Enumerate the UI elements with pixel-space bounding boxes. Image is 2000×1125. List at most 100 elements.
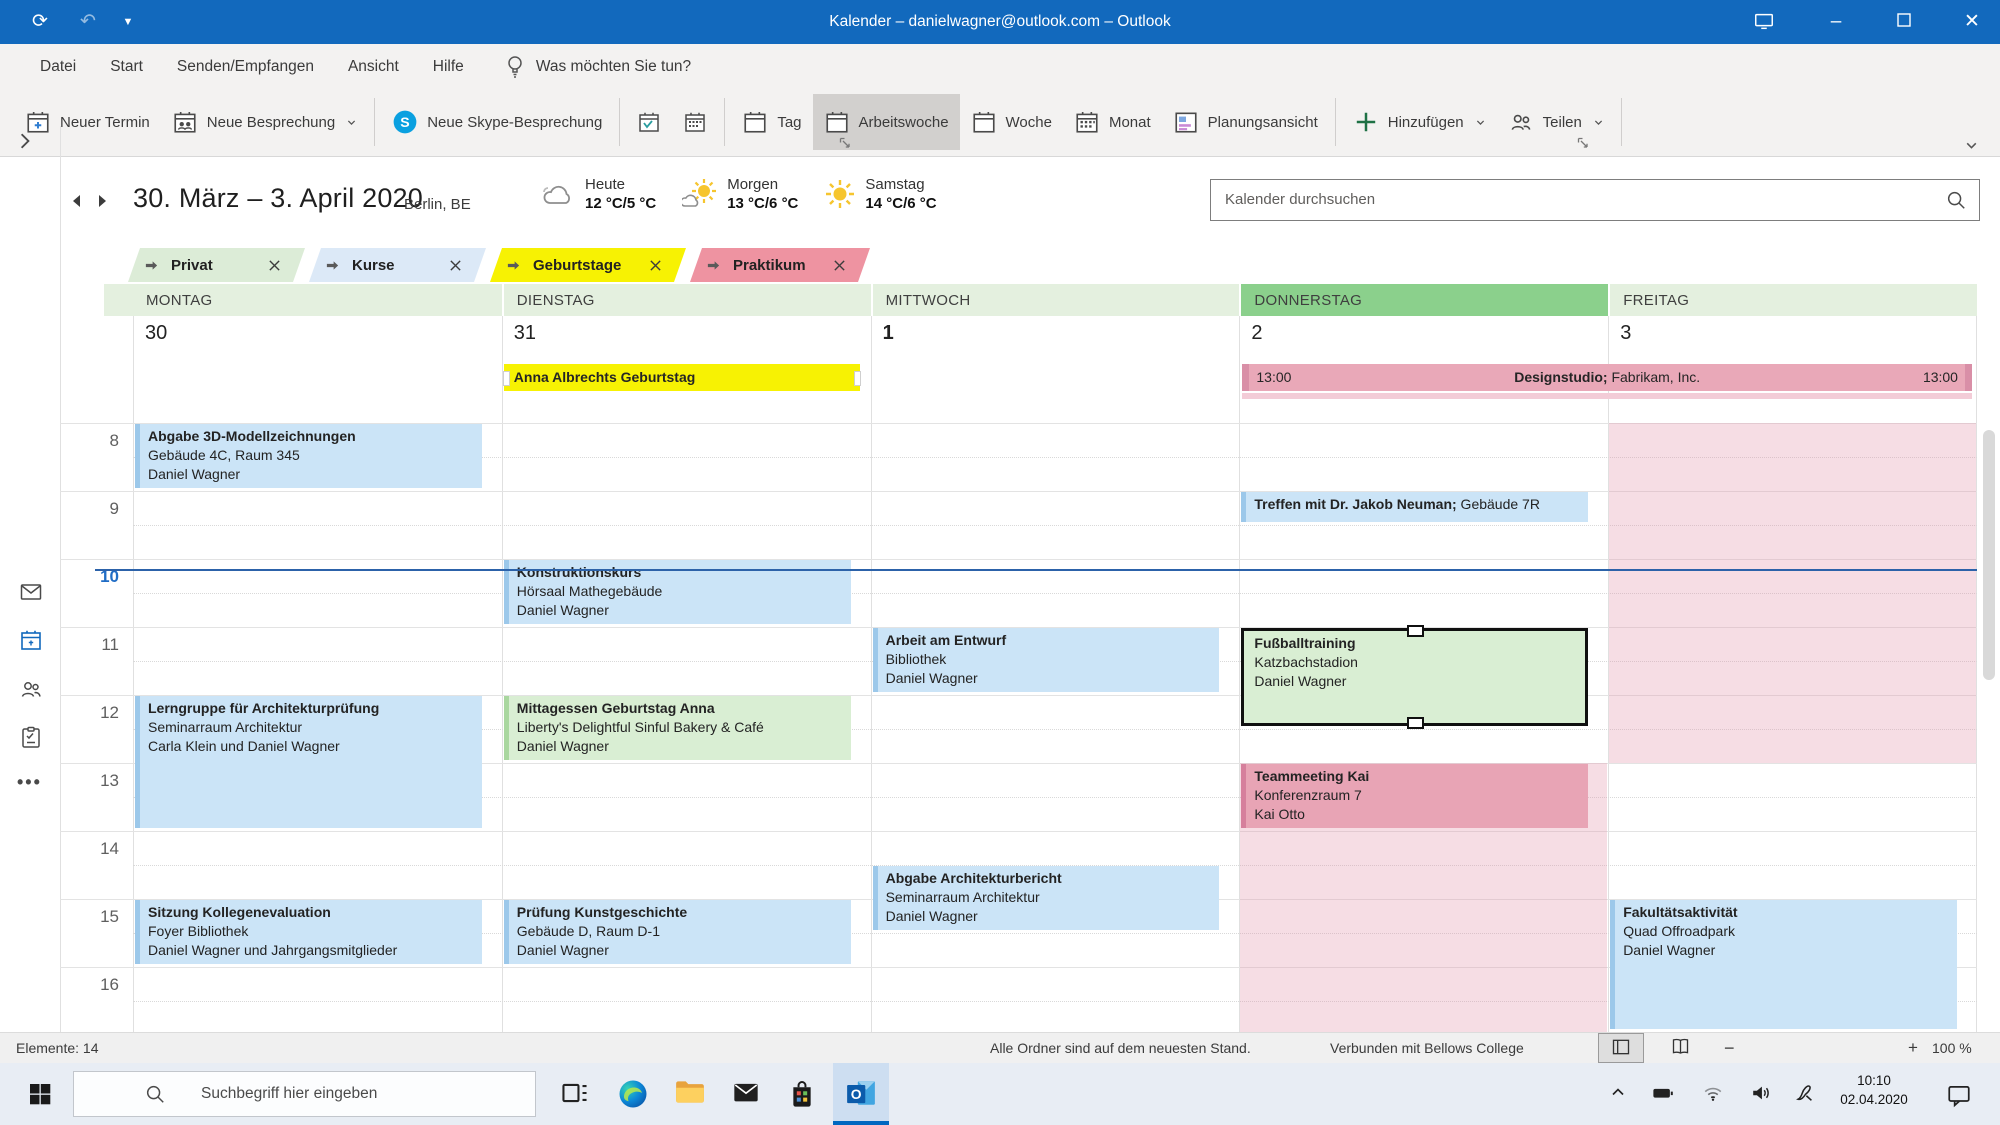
windows-start-icon[interactable]	[28, 1082, 52, 1111]
weather-morgen[interactable]: Morgen 13 °C/6 °C	[680, 176, 798, 212]
calendar-tab-close-icon[interactable]	[649, 259, 662, 272]
ribbon-collapse-icon[interactable]	[1964, 138, 1979, 158]
calendar-event[interactable]: Arbeit am Entwurf Bibliothek Daniel Wagner	[872, 628, 1220, 692]
previous-week-icon[interactable]	[70, 194, 82, 213]
day-header-donnerstag[interactable]: DONNERSTAG	[1239, 284, 1609, 316]
calendar-event[interactable]: Fakultätsaktivität Quad Offroadpark Daniel…	[1610, 900, 1957, 1029]
taskbar-app-edge-icon[interactable]	[617, 1078, 649, 1110]
tray-wifi-icon[interactable]	[1701, 1082, 1725, 1106]
grid-hour-line	[60, 695, 1977, 696]
ribbon-button-teilen[interactable]: Teilen	[1497, 94, 1615, 150]
rail-item-people[interactable]	[19, 677, 43, 701]
allday-event-designstudio[interactable]: 13:00 Designstudio; Fabrikam, Inc. 13:00	[1242, 364, 1972, 391]
calendar-event[interactable]: Sitzung Kollegenevaluation Foyer Biblioth…	[135, 900, 482, 964]
banner-handle[interactable]	[502, 371, 510, 386]
tray-tray-chevron-icon[interactable]	[1608, 1082, 1632, 1106]
calendar-event[interactable]: Treffen mit Dr. Jakob Neuman; Gebäude 7R	[1241, 492, 1589, 522]
calendar-event[interactable]: Prüfung Kunstgeschichte Gebäude D, Raum D…	[503, 900, 851, 964]
calendar-event[interactable]: Fußballtraining Katzbachstadion Daniel Wag…	[1241, 625, 1589, 729]
ribbon-button-planungsansicht[interactable]: Planungsansicht	[1162, 94, 1329, 150]
calendar-tab-geburtstage[interactable]: Geburtstage	[490, 248, 686, 282]
close-button[interactable]: ✕	[1964, 11, 1980, 32]
day-header-dienstag[interactable]: DIENSTAG	[501, 284, 871, 316]
rail-item-mail[interactable]	[19, 580, 43, 604]
tellme-box[interactable]: Was möchten Sie tun?	[504, 54, 691, 80]
ribbon-button-arbeitswoche[interactable]: Arbeitswoche	[812, 94, 960, 150]
ribbon-button-neuer-termin[interactable]: Neuer Termin	[14, 94, 161, 150]
dialog-launcher-icon[interactable]	[1576, 136, 1590, 155]
menu-item-datei[interactable]: Datei	[40, 58, 77, 75]
calendar-tab-praktikum[interactable]: Praktikum	[690, 248, 870, 282]
banner-continuation	[1242, 393, 1972, 399]
undo-icon[interactable]: ↶	[80, 11, 96, 32]
presentation-icon[interactable]	[1752, 10, 1776, 34]
ribbon-button-calendar-week7[interactable]	[672, 94, 718, 150]
reading-view-button[interactable]	[1660, 1033, 1700, 1063]
maximize-button[interactable]	[1892, 10, 1916, 34]
taskbar-app-store-icon[interactable]	[788, 1078, 820, 1110]
grid-scrollbar[interactable]	[1983, 430, 1995, 680]
dialog-launcher-icon[interactable]	[838, 136, 852, 155]
sync-icon[interactable]: ⟳	[32, 11, 48, 32]
event-resize-handle-top[interactable]	[1406, 625, 1424, 637]
toolbar-options-icon[interactable]: ▼	[122, 16, 134, 28]
weather-samstag[interactable]: Samstag 14 °C/6 °C	[824, 176, 937, 212]
menu-item-start[interactable]: Start	[110, 58, 143, 75]
ribbon-button-neue-skype-besprechung[interactable]: S Neue Skype-Besprechung	[381, 94, 613, 150]
menu-item-ansicht[interactable]: Ansicht	[347, 58, 399, 75]
menu-item-sendenempfangen[interactable]: Senden/Empfangen	[176, 58, 314, 75]
calendar-event[interactable]: Lerngruppe für Architekturprüfung Seminar…	[135, 696, 482, 828]
day-header-freitag[interactable]: FREITAG	[1608, 284, 1977, 316]
ribbon-button-calendar-today[interactable]	[626, 94, 672, 150]
taskbar-search-input[interactable]: Suchbegriff hier eingeben	[73, 1071, 536, 1117]
rail-item-more[interactable]: •••	[17, 772, 42, 792]
tray-battery-icon[interactable]	[1650, 1082, 1674, 1106]
ribbon-button-hinzuf-gen[interactable]: Hinzufügen	[1342, 94, 1497, 150]
weather-heute[interactable]: Heute 12 °C/5 °C	[540, 176, 656, 212]
minimize-button[interactable]: –	[1830, 11, 1842, 32]
search-icon[interactable]	[1945, 189, 1967, 216]
zoom-level[interactable]: 100 %	[1932, 1040, 1972, 1056]
next-week-icon[interactable]	[97, 194, 109, 213]
zoom-in-button[interactable]: +	[1908, 1038, 1918, 1057]
taskbar-app-task-view-icon[interactable]	[560, 1078, 592, 1110]
calendar-tab-close-icon[interactable]	[268, 259, 281, 272]
ribbon-button-woche[interactable]: Woche	[960, 94, 1063, 150]
calendar-tab-close-icon[interactable]	[833, 259, 846, 272]
ribbon-button-monat[interactable]: Monat	[1063, 94, 1162, 150]
date-range-title[interactable]: 30. März – 3. April 2020	[133, 183, 423, 213]
taskbar-app-mail-icon[interactable]	[731, 1078, 763, 1110]
rail-item-tasks[interactable]	[19, 725, 43, 749]
calendar-tab-kurse[interactable]: Kurse	[309, 248, 486, 282]
calendar-event[interactable]: Abgabe Architekturbericht Seminarraum Arc…	[872, 866, 1220, 930]
tray-volume-icon[interactable]	[1748, 1082, 1772, 1106]
zoom-out-button[interactable]: −	[1724, 1038, 1735, 1058]
ribbon-button-tag[interactable]: Tag	[731, 94, 812, 150]
calendar-search-input[interactable]: Kalender durchsuchen	[1210, 179, 1980, 221]
ribbon-button-neue-besprechung[interactable]: Neue Besprechung	[161, 94, 368, 150]
menu-item-hilfe[interactable]: Hilfe	[432, 58, 464, 75]
taskbar-app-outlook-icon[interactable]: O	[845, 1078, 877, 1110]
calendar-tab-privat[interactable]: Privat	[128, 248, 305, 282]
skype-icon: S	[392, 109, 418, 135]
banner-handle[interactable]	[853, 371, 861, 386]
ribbon: Neuer Termin Neue Besprechung S Neue Skype-…	[14, 92, 1628, 152]
calendar-tab-close-icon[interactable]	[449, 259, 462, 272]
day-header-mittwoch[interactable]: MITTWOCH	[870, 284, 1240, 316]
calendar-event[interactable]: Abgabe 3D-Modellzeichnungen Gebäude 4C, R…	[135, 424, 482, 488]
taskbar-app-file-explorer-icon[interactable]	[674, 1078, 706, 1110]
taskbar-clock[interactable]: 10:10 02.04.2020	[1824, 1071, 1924, 1109]
calendar-event[interactable]: Mittagessen Geburtstag Anna Liberty's Del…	[503, 696, 851, 760]
event-resize-handle-bottom[interactable]	[1406, 717, 1424, 729]
day-header-montag[interactable]: MONTAG	[104, 284, 502, 316]
allday-event-birthday[interactable]: Anna Albrechts Geburtstag	[502, 364, 861, 391]
normal-view-button[interactable]	[1598, 1033, 1644, 1063]
weather-location[interactable]: Berlin, BE	[404, 196, 471, 213]
tray-pen-icon[interactable]	[1793, 1082, 1817, 1106]
expand-folder-pane-icon[interactable]	[16, 132, 34, 155]
rail-item-calendar[interactable]	[19, 628, 43, 652]
calendar-event[interactable]: Teammeeting Kai Konferenzraum 7 Kai Otto	[1241, 764, 1589, 828]
action-center-icon[interactable]	[1946, 1082, 1972, 1113]
current-time-line	[95, 569, 1977, 571]
grid-hour-line	[60, 627, 1977, 628]
